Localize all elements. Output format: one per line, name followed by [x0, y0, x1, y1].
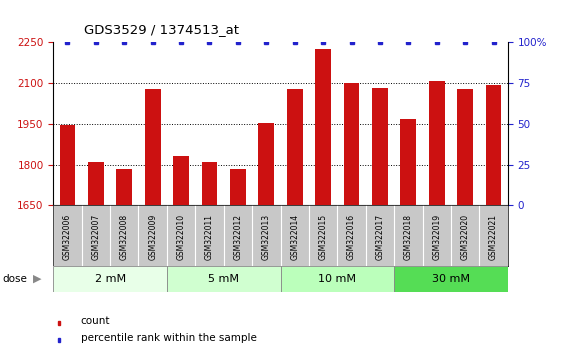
Bar	[202, 162, 217, 205]
Text: 5 mM: 5 mM	[208, 274, 239, 284]
Text: 30 mM: 30 mM	[432, 274, 470, 284]
Text: GSM322017: GSM322017	[375, 213, 384, 260]
Bar	[117, 169, 132, 205]
Bar	[372, 88, 388, 205]
Text: GSM322016: GSM322016	[347, 213, 356, 260]
Text: GSM322014: GSM322014	[290, 213, 299, 260]
Bar	[88, 162, 104, 205]
Bar	[429, 81, 444, 205]
Text: 2 mM: 2 mM	[95, 274, 126, 284]
Text: GSM322019: GSM322019	[432, 213, 441, 260]
Text: GSM322008: GSM322008	[120, 213, 129, 260]
Bar	[145, 88, 160, 205]
Text: GSM322009: GSM322009	[148, 213, 157, 260]
Bar	[58, 338, 60, 342]
Text: 10 mM: 10 mM	[318, 274, 356, 284]
Text: percentile rank within the sample: percentile rank within the sample	[81, 333, 256, 343]
Text: GSM322006: GSM322006	[63, 213, 72, 260]
Text: GSM322007: GSM322007	[91, 213, 100, 260]
Text: GSM322010: GSM322010	[177, 213, 186, 260]
Text: ▶: ▶	[33, 274, 41, 284]
Text: GSM322011: GSM322011	[205, 213, 214, 259]
Text: GSM322018: GSM322018	[404, 213, 413, 259]
Bar	[259, 122, 274, 205]
Text: GSM322021: GSM322021	[489, 213, 498, 259]
Text: GSM322013: GSM322013	[262, 213, 271, 260]
Bar	[401, 119, 416, 205]
Bar	[486, 85, 502, 205]
Bar	[167, 266, 280, 292]
Text: GSM322012: GSM322012	[233, 213, 242, 259]
Text: GSM322015: GSM322015	[319, 213, 328, 260]
Bar	[59, 125, 75, 205]
Bar	[230, 169, 246, 205]
Text: GDS3529 / 1374513_at: GDS3529 / 1374513_at	[84, 23, 239, 36]
Bar	[287, 88, 302, 205]
Text: count: count	[81, 316, 110, 326]
Bar	[280, 266, 394, 292]
Bar	[53, 266, 167, 292]
Bar	[457, 88, 473, 205]
Bar	[394, 266, 508, 292]
Text: GSM322020: GSM322020	[461, 213, 470, 260]
Bar	[173, 156, 189, 205]
Bar	[315, 49, 331, 205]
Bar	[344, 83, 359, 205]
Bar	[58, 321, 60, 325]
Text: dose: dose	[3, 274, 27, 284]
